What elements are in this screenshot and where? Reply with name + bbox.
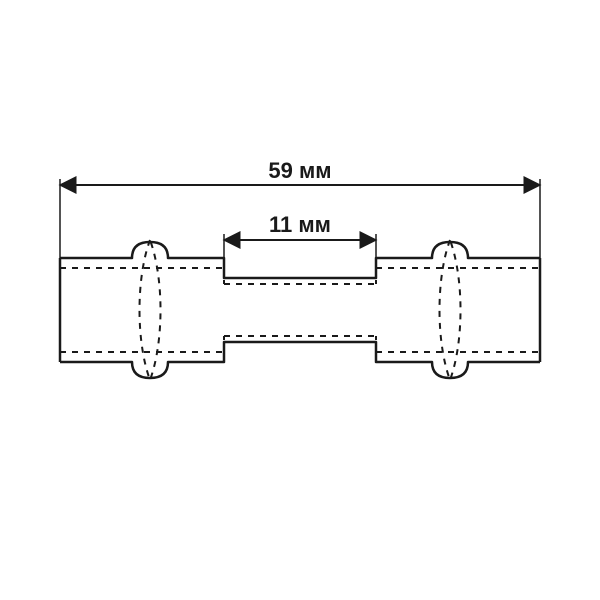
outline-top (60, 242, 540, 278)
seam-dashed-left (140, 240, 161, 380)
dim-label-overall: 59 мм (268, 158, 331, 183)
dim-label-middle: 11 мм (269, 212, 331, 237)
technical-drawing: 59 мм 11 мм (0, 0, 600, 600)
seam-dashed-right (440, 240, 461, 380)
outline-bottom (60, 342, 540, 378)
